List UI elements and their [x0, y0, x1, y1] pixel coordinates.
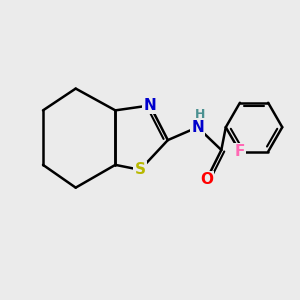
Text: S: S — [135, 162, 146, 177]
Text: O: O — [200, 172, 213, 187]
Text: F: F — [235, 144, 245, 159]
Text: H: H — [195, 108, 205, 121]
Text: N: N — [191, 120, 204, 135]
Text: N: N — [144, 98, 156, 113]
